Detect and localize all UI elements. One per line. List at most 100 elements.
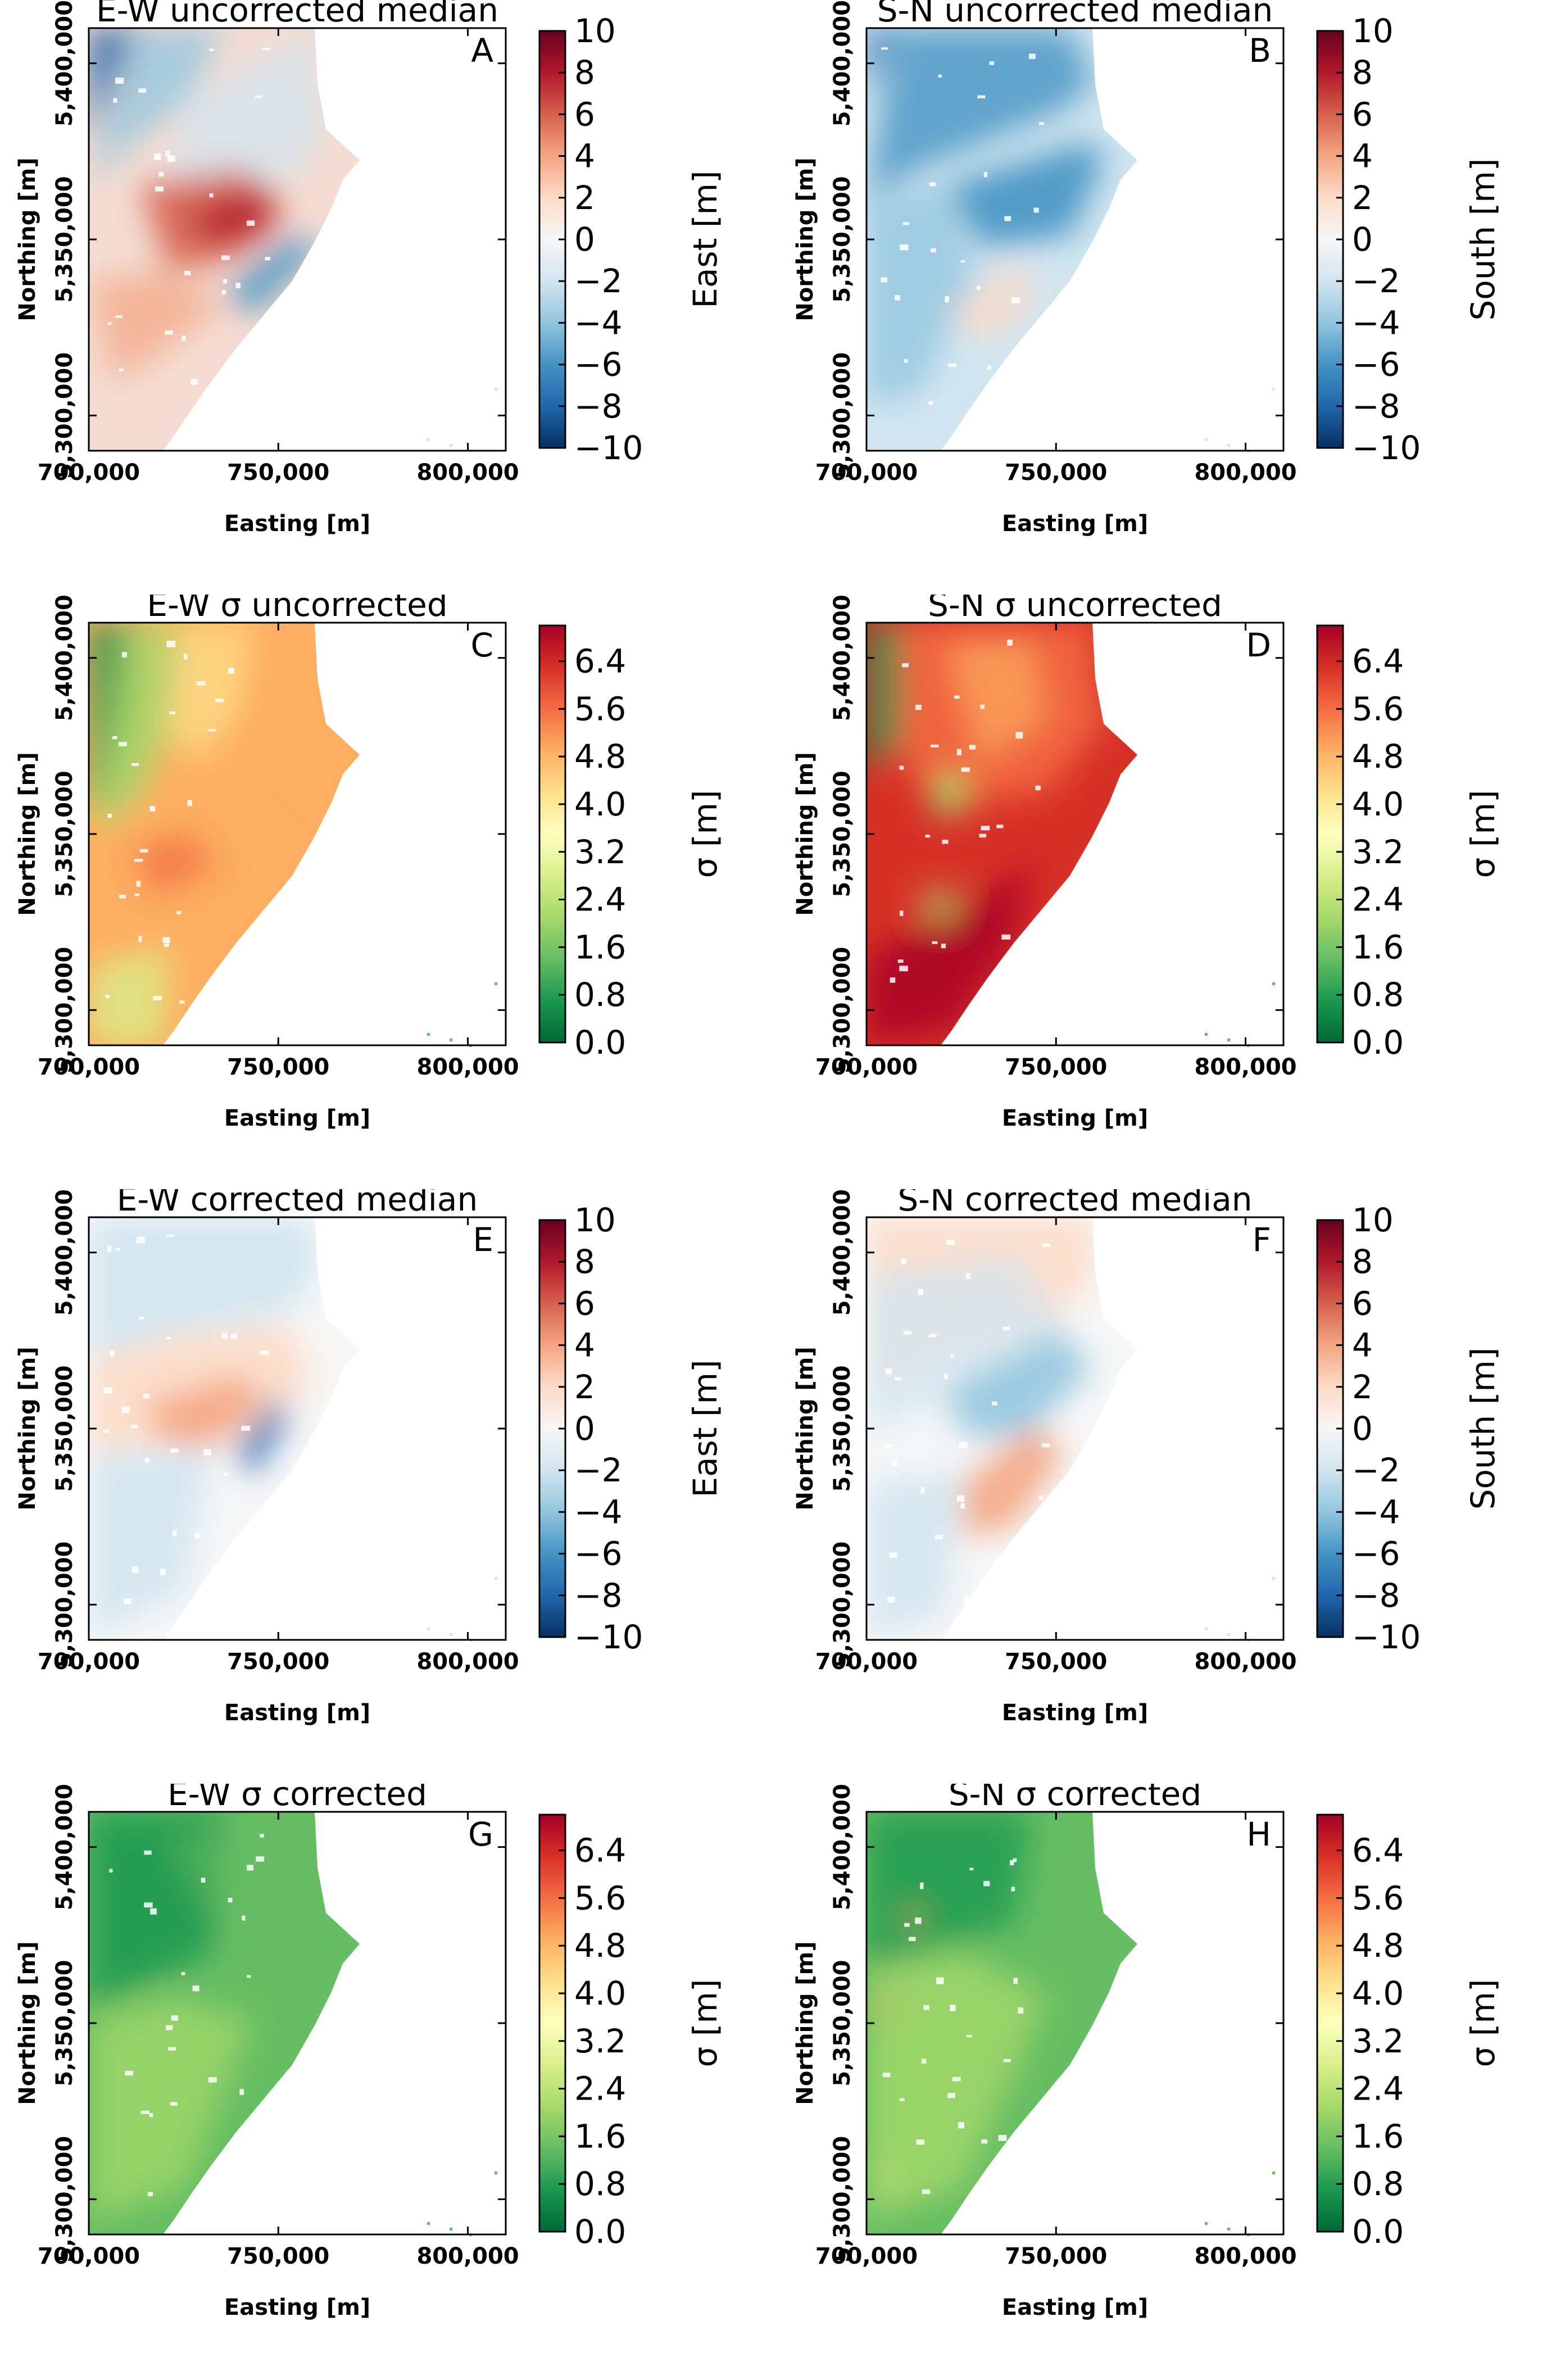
- nodata-pixel: [992, 395, 996, 401]
- nodata-pixel: [228, 668, 234, 674]
- nodata-pixel: [895, 295, 901, 301]
- nodata-pixel: [149, 805, 156, 812]
- nodata-pixel: [109, 1869, 113, 1873]
- nodata-pixel: [922, 2189, 931, 2195]
- colorbar-tick-label: 4: [574, 1326, 595, 1364]
- nodata-pixel: [920, 1487, 925, 1494]
- nodata-pixel: [1007, 373, 1014, 380]
- y-axis-label: Northing [m]: [792, 752, 818, 915]
- colorbar-tick-label: 2.4: [1352, 881, 1404, 919]
- nodata-pixel: [115, 1248, 121, 1251]
- nodata-pixel: [247, 1865, 253, 1871]
- colorbar-tick-label: 8: [574, 53, 595, 92]
- colorbar-tick-label: 10: [1352, 1201, 1394, 1239]
- field-region: [867, 623, 901, 774]
- field-region: [867, 28, 896, 101]
- panel-letter: E: [473, 1221, 493, 1259]
- nodata-pixel: [928, 1334, 937, 1338]
- nodata-pixel: [203, 1449, 211, 1456]
- nodata-pixel: [184, 270, 191, 276]
- nodata-pixel: [241, 1536, 248, 1543]
- x-tick-label: 800,000: [1194, 1054, 1296, 1080]
- nodata-pixel: [235, 283, 241, 288]
- field-region: [867, 1812, 1031, 1969]
- colorbar: [1316, 1814, 1344, 2233]
- nodata-pixel: [897, 959, 904, 963]
- nodata-pixel: [223, 279, 227, 284]
- nodata-pixel: [965, 1272, 971, 1279]
- x-axis-label: Easting [m]: [224, 2295, 370, 2320]
- field-region: [146, 1375, 264, 1448]
- land-field: [867, 1217, 1137, 1640]
- colorbar-tick-label: 10: [574, 12, 616, 50]
- panel-letter: C: [471, 626, 494, 664]
- nodata-pixel: [899, 244, 909, 251]
- colorbar-tick-label: −10: [574, 429, 643, 467]
- field-region: [867, 1952, 1047, 2222]
- colorbar-tick-label: 0.0: [1352, 1023, 1404, 1062]
- colorbar-tick-label: 0.0: [574, 1023, 626, 1062]
- nodata-pixel: [134, 893, 139, 896]
- nodata-pixel: [179, 1000, 185, 1004]
- nodata-pixel: [954, 695, 960, 699]
- nodata-pixel: [1004, 216, 1011, 221]
- x-axis-label: Easting [m]: [224, 1700, 370, 1726]
- nodata-pixel: [260, 1834, 264, 1838]
- nodata-pixel: [139, 1317, 144, 1320]
- nodata-pixel: [170, 2102, 178, 2106]
- colorbar-tick-label: −10: [1352, 1618, 1421, 1656]
- nodata-pixel: [103, 1387, 113, 1394]
- colorbar-tick-label: 4.0: [574, 785, 626, 823]
- colorbar-tick-label: −4: [1352, 1493, 1400, 1531]
- y-tick-label: 5,350,000: [52, 1960, 78, 2086]
- panel-e: E-W corrected median E 700,000 750,000 800,0…: [0, 1189, 778, 1784]
- nodata-pixel: [115, 78, 124, 84]
- island-speck: [427, 438, 430, 441]
- colorbar-tick-label: −6: [574, 1535, 623, 1573]
- field-region: [236, 1403, 292, 1476]
- field-region: [89, 28, 225, 185]
- field-region: [867, 185, 974, 405]
- island-speck: [1205, 2222, 1208, 2225]
- colorbar-tick-label: 2: [574, 1368, 595, 1406]
- chart-title: E-W σ corrected: [167, 1784, 427, 1813]
- x-tick-label: 700,000: [38, 1649, 140, 1675]
- nodata-pixel: [996, 824, 1004, 828]
- colorbar-tick-label: 5.6: [574, 1879, 626, 1917]
- nodata-pixel: [181, 336, 186, 341]
- y-tick-label: 5,300,000: [829, 2136, 855, 2263]
- nodata-pixel: [904, 359, 908, 363]
- nodata-pixel: [1011, 1887, 1015, 1892]
- field-region: [225, 236, 320, 315]
- colorbar-tick-label: 4.0: [1352, 1974, 1404, 2012]
- island-speck: [1227, 444, 1230, 447]
- nodata-pixel: [105, 995, 110, 998]
- nodata-pixel: [934, 1535, 943, 1539]
- land-field: [867, 28, 1137, 451]
- field-region: [929, 769, 969, 819]
- map-chart-e: E-W corrected median E 700,000 750,000 800,0…: [15, 1189, 724, 1726]
- island-speck: [450, 2228, 452, 2231]
- nodata-pixel: [153, 996, 162, 1001]
- field-region: [867, 859, 1036, 1045]
- colorbar-tick-label: −8: [574, 1576, 623, 1615]
- colorbar-tick-label: 1.6: [574, 928, 626, 966]
- colorbar-tick-label: 2: [1352, 179, 1373, 217]
- x-tick-label: 700,000: [815, 2243, 918, 2269]
- chart-title: S-N σ uncorrected: [928, 595, 1222, 624]
- colorbar-tick-label: 6.4: [1352, 642, 1404, 681]
- nodata-pixel: [138, 936, 142, 942]
- panel-c: E-W σ uncorrected C 700,000 750,000 800,000 5…: [0, 595, 778, 1189]
- nodata-pixel: [1042, 1243, 1050, 1247]
- land-field: [89, 623, 360, 1045]
- nodata-pixel: [140, 2110, 149, 2114]
- field-region: [89, 28, 138, 143]
- nodata-pixel: [960, 260, 965, 263]
- nodata-pixel: [121, 1406, 130, 1413]
- nodata-pixel: [920, 1882, 924, 1889]
- x-tick-label: 750,000: [227, 1649, 329, 1675]
- nodata-pixel: [1028, 934, 1037, 941]
- nodata-pixel: [1007, 640, 1013, 646]
- colorbar-tick-label: −2: [1352, 1451, 1400, 1489]
